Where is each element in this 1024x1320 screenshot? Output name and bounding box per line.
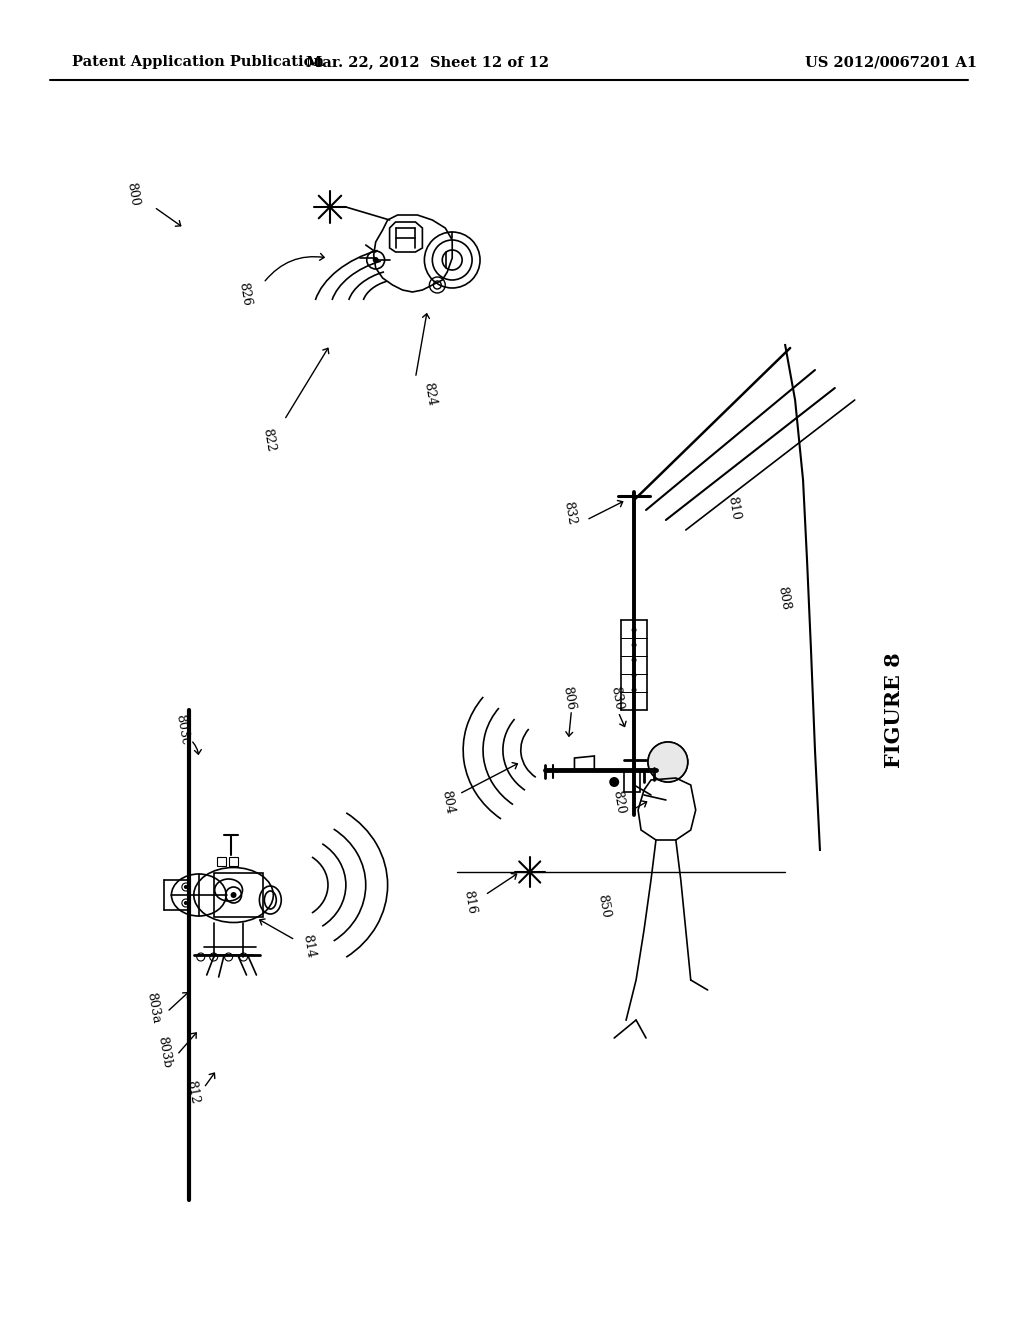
Bar	[228, 857, 238, 866]
Text: 808: 808	[775, 585, 792, 611]
Bar	[214, 873, 263, 917]
Text: 804: 804	[438, 789, 456, 814]
Circle shape	[373, 257, 379, 263]
Text: 806: 806	[560, 685, 577, 711]
Text: 830: 830	[607, 685, 625, 711]
Circle shape	[230, 892, 237, 898]
Text: US 2012/0067201 A1: US 2012/0067201 A1	[805, 55, 977, 69]
Wedge shape	[648, 742, 688, 781]
Text: 824: 824	[421, 381, 438, 407]
Text: 822: 822	[260, 428, 276, 453]
Circle shape	[632, 657, 637, 663]
Text: 820: 820	[609, 789, 627, 814]
Text: 850: 850	[595, 894, 611, 919]
Circle shape	[184, 884, 187, 888]
Text: 826: 826	[236, 281, 253, 306]
Text: 812: 812	[184, 1080, 202, 1105]
Text: 803a: 803a	[144, 991, 162, 1024]
Text: 803b: 803b	[155, 1035, 173, 1069]
Text: Mar. 22, 2012  Sheet 12 of 12: Mar. 22, 2012 Sheet 12 of 12	[306, 55, 549, 69]
Circle shape	[632, 643, 637, 648]
Circle shape	[632, 688, 637, 693]
Text: 810: 810	[725, 495, 742, 521]
Text: 816: 816	[462, 890, 478, 915]
Circle shape	[632, 672, 637, 677]
Text: Patent Application Publication: Patent Application Publication	[72, 55, 324, 69]
Circle shape	[632, 627, 637, 632]
Text: 803c: 803c	[173, 714, 190, 746]
Text: 800: 800	[124, 181, 140, 207]
Bar	[625, 770, 640, 792]
Bar	[217, 857, 225, 866]
Text: FIGURE 8: FIGURE 8	[885, 652, 904, 768]
Text: 832: 832	[561, 500, 578, 525]
Circle shape	[609, 777, 620, 787]
Circle shape	[184, 902, 187, 906]
Text: 814: 814	[301, 933, 317, 958]
